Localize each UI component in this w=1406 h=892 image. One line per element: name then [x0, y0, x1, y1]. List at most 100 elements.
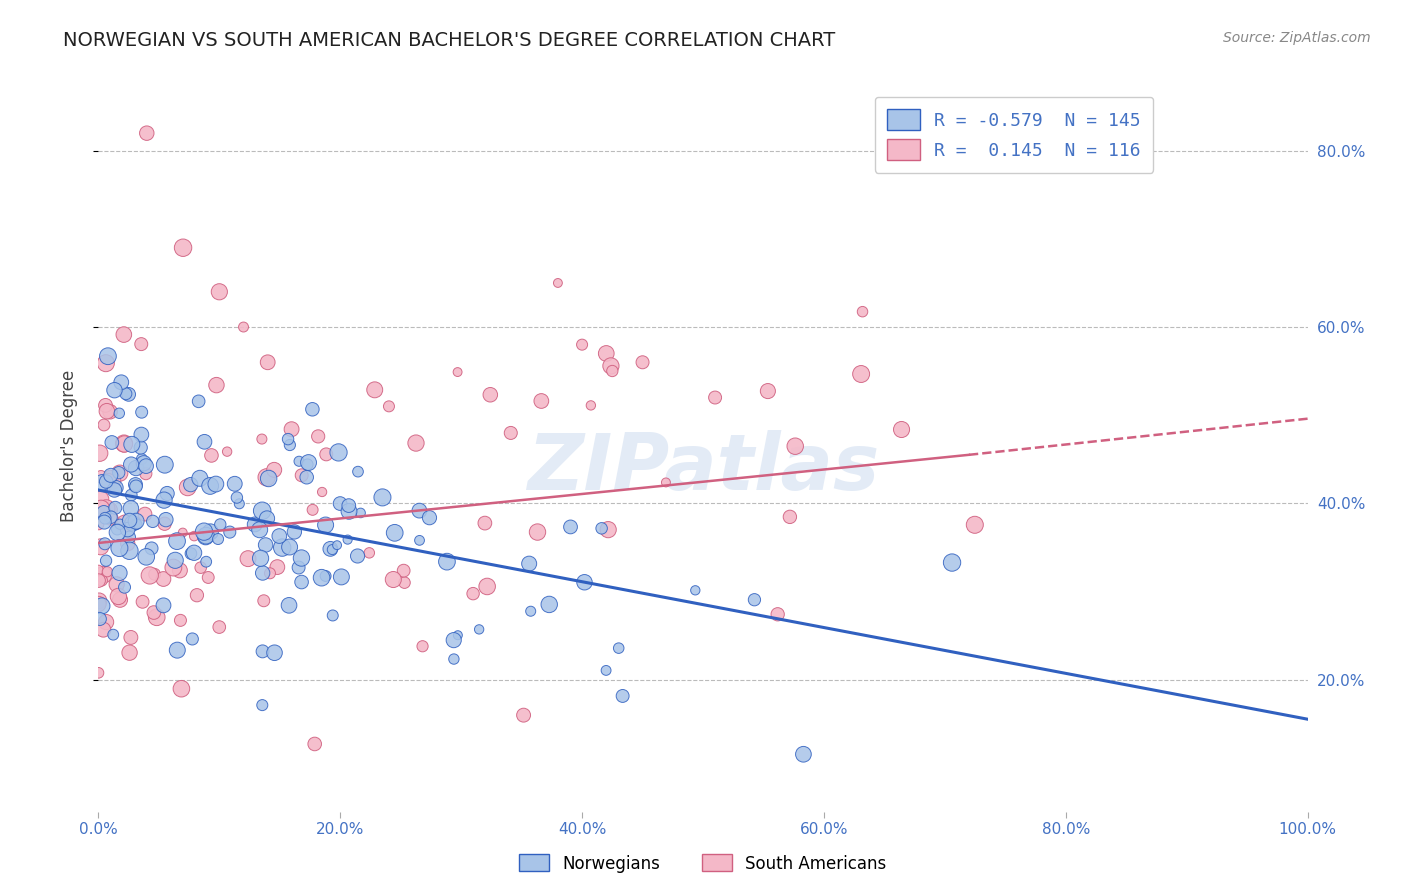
Point	[132, 456, 155, 470]
Point	[153, 493, 176, 508]
Point	[112, 437, 135, 451]
Point	[108, 592, 131, 607]
Point	[100, 510, 122, 524]
Point	[600, 359, 623, 373]
Point	[443, 633, 465, 648]
Point	[278, 540, 301, 554]
Point	[612, 689, 634, 703]
Point	[602, 364, 624, 378]
Point	[328, 445, 350, 459]
Point	[180, 547, 202, 561]
Point	[169, 563, 191, 577]
Point	[103, 628, 125, 642]
Point	[180, 477, 202, 491]
Point	[200, 524, 222, 539]
Point	[512, 708, 534, 723]
Point	[346, 549, 368, 563]
Point	[321, 542, 343, 557]
Point	[90, 469, 112, 483]
Point	[181, 632, 204, 646]
Point	[291, 468, 314, 483]
Point	[87, 574, 110, 588]
Point	[326, 538, 349, 552]
Point	[87, 563, 110, 577]
Point	[125, 517, 148, 532]
Point	[93, 506, 115, 520]
Point	[142, 514, 165, 528]
Point	[98, 467, 121, 482]
Point	[153, 458, 176, 472]
Point	[297, 456, 319, 470]
Point	[519, 604, 541, 618]
Point	[172, 525, 194, 540]
Point	[94, 398, 117, 412]
Point	[100, 468, 122, 483]
Point	[547, 276, 569, 290]
Point	[118, 513, 141, 527]
Point	[209, 517, 232, 532]
Point	[217, 444, 239, 458]
Point	[574, 575, 596, 590]
Point	[104, 500, 127, 515]
Point	[607, 641, 630, 656]
Point	[408, 503, 430, 517]
Point	[152, 572, 174, 586]
Point	[125, 479, 148, 493]
Point	[250, 432, 273, 446]
Point	[277, 432, 299, 446]
Point	[124, 477, 146, 491]
Point	[135, 467, 157, 481]
Point	[186, 588, 208, 602]
Point	[322, 608, 344, 623]
Point	[114, 516, 136, 531]
Point	[94, 537, 117, 551]
Point	[315, 569, 337, 583]
Point	[364, 383, 387, 397]
Point	[337, 504, 360, 518]
Point	[94, 356, 117, 370]
Point	[105, 525, 128, 540]
Point	[319, 541, 342, 556]
Point	[779, 509, 801, 524]
Point	[193, 434, 215, 449]
Point	[394, 575, 416, 590]
Point	[436, 555, 458, 569]
Point	[461, 587, 484, 601]
Point	[153, 516, 176, 531]
Point	[200, 449, 222, 463]
Point	[166, 534, 188, 549]
Point	[110, 376, 132, 390]
Point	[135, 126, 157, 140]
Point	[301, 402, 323, 417]
Point	[190, 560, 212, 574]
Point	[143, 567, 166, 582]
Point	[598, 523, 620, 537]
Point	[941, 556, 963, 570]
Point	[207, 532, 229, 546]
Point	[93, 515, 115, 529]
Point	[187, 394, 209, 409]
Point	[197, 570, 219, 584]
Point	[90, 574, 112, 588]
Point	[105, 577, 128, 591]
Point	[766, 607, 789, 622]
Point	[105, 522, 128, 536]
Point	[117, 387, 139, 401]
Point	[135, 459, 157, 474]
Point	[526, 524, 548, 539]
Point	[87, 594, 110, 608]
Point	[474, 516, 496, 530]
Point	[96, 404, 118, 418]
Point	[218, 525, 240, 540]
Point	[90, 599, 112, 613]
Point	[744, 592, 766, 607]
Point	[166, 643, 188, 657]
Point	[89, 446, 111, 460]
Point	[131, 427, 153, 442]
Point	[195, 555, 218, 569]
Point	[165, 553, 187, 567]
Point	[304, 737, 326, 751]
Point	[108, 466, 131, 480]
Point	[98, 502, 121, 516]
Point	[193, 524, 215, 539]
